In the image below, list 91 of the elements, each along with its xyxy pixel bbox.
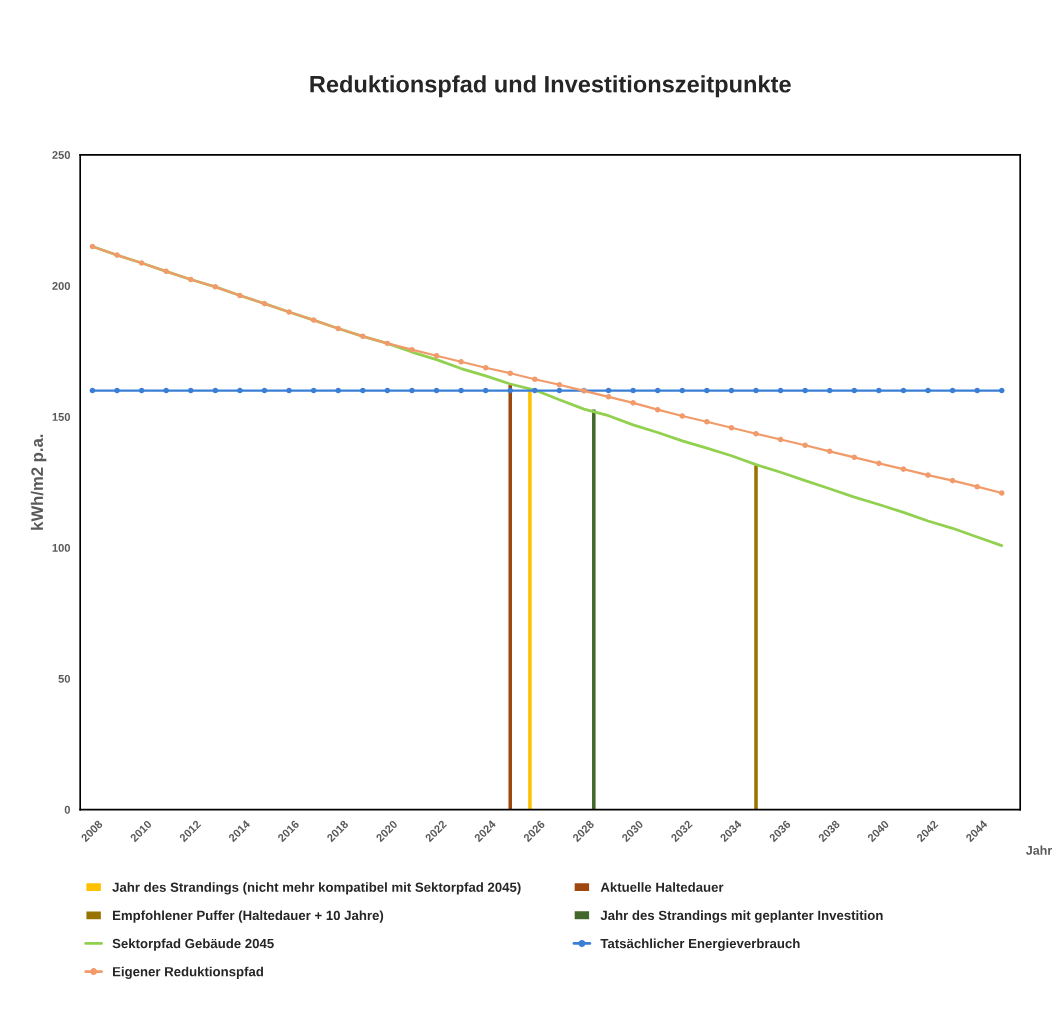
- point: [998, 387, 1005, 394]
- point: [826, 387, 833, 394]
- point: [777, 387, 784, 394]
- point: [679, 387, 686, 394]
- point: [876, 387, 882, 394]
- point: [605, 394, 612, 400]
- legend-label: Aktuelle Haltedauer: [600, 882, 724, 892]
- legend-label: Jahr des Strandings mit geplanter Investition: [600, 910, 883, 923]
- point: [998, 490, 1005, 496]
- point: [261, 300, 268, 307]
- point: [138, 260, 145, 266]
- point: [605, 387, 612, 394]
- x-axis-title: Jahr: [1025, 845, 1052, 855]
- point: [163, 268, 169, 275]
- point: [949, 387, 956, 394]
- point: [925, 387, 931, 394]
- point: [949, 477, 956, 484]
- point: [286, 309, 292, 315]
- point: [826, 448, 833, 455]
- point: [802, 442, 808, 449]
- point: [753, 387, 759, 394]
- point: [384, 387, 391, 394]
- legend-label: Eigener Reduktionspfad: [113, 966, 263, 980]
- y-tick-label: 100: [52, 543, 70, 552]
- point: [753, 430, 759, 437]
- point: [360, 333, 366, 340]
- point: [654, 387, 661, 394]
- point: [335, 325, 341, 332]
- point: [237, 292, 243, 299]
- point: [654, 406, 661, 413]
- point: [360, 387, 366, 394]
- point: [630, 400, 636, 406]
- point: [556, 387, 563, 394]
- legend-label: Sektorpfad Gebäude 2045: [112, 938, 274, 951]
- point: [458, 358, 464, 365]
- y-tick-label: 200: [52, 282, 70, 290]
- point: [974, 483, 980, 490]
- y-tick-label: 0: [64, 805, 70, 814]
- point: [974, 387, 980, 394]
- legend-label: Empfohlener Puffer (Haltedauer + 10 Jahre): [113, 910, 384, 923]
- point: [925, 472, 931, 478]
- point: [851, 454, 858, 461]
- legend-label: Tatsächlicher Energieverbrauch: [600, 938, 800, 951]
- point: [630, 387, 636, 394]
- point: [704, 418, 710, 425]
- point: [237, 387, 243, 394]
- point: [163, 387, 169, 394]
- y-tick-label: 50: [58, 674, 70, 683]
- point: [212, 284, 219, 290]
- point: [507, 370, 514, 377]
- point: [384, 340, 391, 347]
- point: [409, 387, 415, 394]
- point: [532, 376, 538, 383]
- point: [532, 387, 538, 394]
- y-axis-title: kWh/m2 p.a.: [30, 434, 47, 530]
- point: [409, 346, 415, 353]
- point: [482, 387, 489, 394]
- chart-title: Reduktionspfad und Investitionszeitpunkte: [310, 75, 791, 98]
- point: [458, 387, 464, 394]
- point: [212, 387, 219, 394]
- y-tick-label: 250: [52, 151, 70, 159]
- point: [777, 436, 784, 443]
- legend-label: Jahr des Strandings (nicht mehr kompatibel mit Sektorpfad 2045): [112, 882, 521, 895]
- point: [507, 387, 514, 394]
- point: [679, 413, 686, 419]
- point: [728, 387, 735, 394]
- point: [851, 387, 858, 394]
- point: [728, 424, 735, 431]
- point: [900, 387, 907, 394]
- point: [114, 252, 120, 258]
- point: [900, 466, 907, 472]
- point: [556, 382, 563, 388]
- y-tick-label: 150: [52, 413, 70, 421]
- bar: [507, 383, 514, 810]
- point: [802, 387, 808, 394]
- point: [114, 387, 120, 394]
- point: [286, 387, 292, 394]
- point: [335, 387, 341, 394]
- point: [310, 387, 317, 394]
- point: [89, 387, 96, 394]
- bar: [752, 463, 760, 810]
- point: [138, 387, 145, 394]
- point: [433, 352, 440, 359]
- point: [704, 387, 710, 394]
- point: [482, 364, 489, 371]
- point: [310, 317, 317, 323]
- bar: [590, 408, 597, 810]
- point: [187, 387, 194, 394]
- bar: [526, 389, 534, 810]
- point: [187, 276, 194, 283]
- point: [876, 460, 882, 467]
